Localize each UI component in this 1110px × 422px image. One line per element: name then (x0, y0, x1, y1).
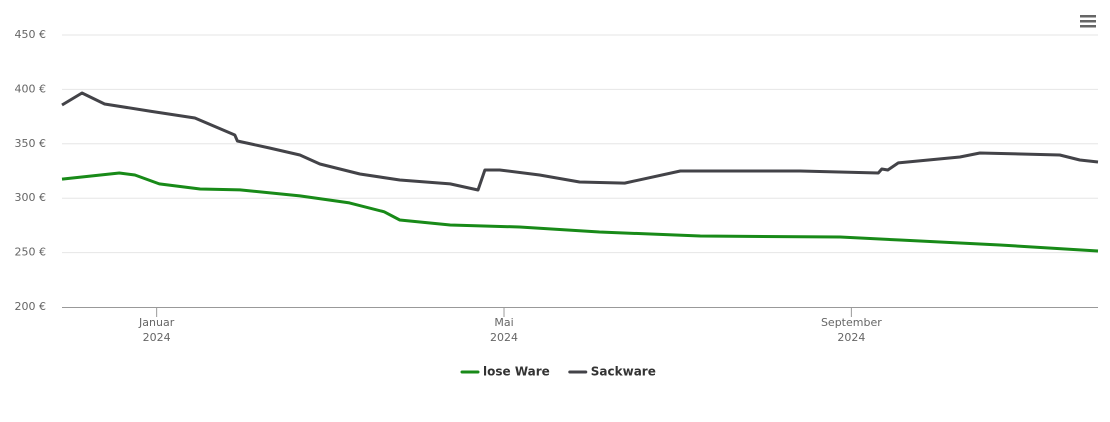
y-tick-label: 400 € (15, 82, 47, 95)
menu-icon[interactable] (1080, 15, 1096, 28)
legend-label: lose Ware (483, 365, 550, 379)
y-tick-label: 250 € (15, 246, 47, 259)
legend-item[interactable]: Sackware (568, 365, 656, 379)
y-tick-label: 300 € (15, 191, 47, 204)
y-tick-label: 200 € (15, 300, 47, 313)
y-tick-label: 350 € (15, 137, 47, 150)
legend-label: Sackware (591, 365, 656, 379)
legend: lose Ware Sackware (460, 365, 656, 379)
series-line (61, 171, 1099, 253)
series-line (61, 91, 1099, 192)
legend-item[interactable]: lose Ware (460, 365, 550, 379)
x-tick-label: Mai 2024 (490, 316, 518, 344)
y-tick-label: 450 € (15, 28, 47, 41)
x-tick-label: September 2024 (821, 316, 882, 344)
x-tick-label: Januar 2024 (138, 316, 175, 344)
